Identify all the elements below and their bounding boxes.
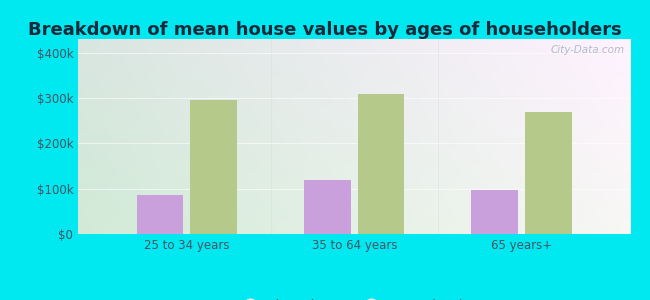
Bar xyxy=(304,180,351,234)
Legend: Rimersburg, Pennsylvania: Rimersburg, Pennsylvania xyxy=(233,295,476,300)
Bar xyxy=(358,94,404,234)
Text: City-Data.com: City-Data.com xyxy=(551,45,625,55)
Text: Breakdown of mean house values by ages of householders: Breakdown of mean house values by ages o… xyxy=(28,21,622,39)
Bar xyxy=(136,196,183,234)
Bar xyxy=(190,100,237,234)
Bar xyxy=(525,112,572,234)
Bar xyxy=(471,190,518,234)
